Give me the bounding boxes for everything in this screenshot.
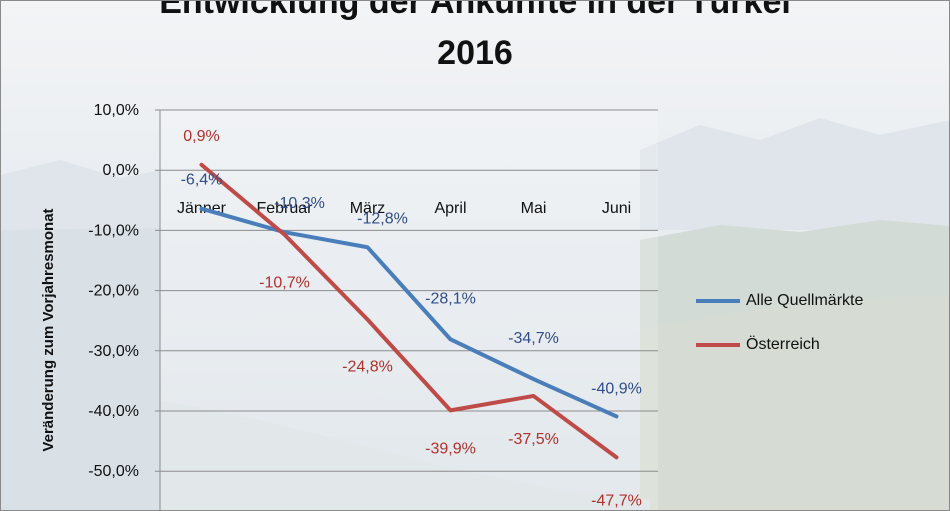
x-tick-label: März — [350, 200, 386, 217]
series-line-oesterreich — [199, 162, 619, 460]
data-label-oesterreich: 0,9% — [183, 128, 219, 145]
legend-item-alle-quellmaerkte: Alle Quellmärkte — [696, 289, 863, 313]
data-label-oesterreich: -24,8% — [342, 358, 393, 375]
data-label-oesterreich: -10,7% — [259, 275, 310, 292]
x-tick-label: Juni — [602, 200, 631, 217]
data-label-alle-quellmaerkte: -10,3% — [274, 195, 325, 212]
y-tick-label: 0,0% — [103, 162, 139, 179]
data-label-oesterreich: -39,9% — [425, 440, 476, 457]
legend-label-oesterreich: Österreich — [746, 336, 820, 353]
legend-label-alle-quellmaerkte: Alle Quellmärkte — [746, 292, 864, 309]
legend-swatch-alle-quellmaerkte — [696, 299, 740, 303]
series-line-alle-quellmaerkte — [199, 206, 619, 419]
y-tick-label: -20,0% — [88, 283, 139, 300]
plot-area — [160, 110, 658, 511]
y-tick-label: -50,0% — [88, 463, 139, 480]
data-labels: -6,4% -10,3% -12,8% -28,1% -34,7% -40,9% 0,9% -… — [181, 128, 642, 510]
data-label-alle-quellmaerkte: -6,4% — [181, 172, 223, 189]
y-tick-label: 10,0% — [94, 102, 139, 119]
chart-title-line-1: Entwicklung der Ankünfte in der Türkei — [159, 0, 791, 21]
y-tick-label: -10,0% — [88, 222, 139, 239]
y-tick-label: -40,0% — [88, 403, 139, 420]
x-tick-label: April — [434, 200, 466, 217]
x-tick-label: Februar — [256, 200, 313, 217]
chart-title-line-2: 2016 — [437, 34, 513, 72]
data-label-alle-quellmaerkte: -40,9% — [591, 380, 642, 397]
data-label-alle-quellmaerkte: -12,8% — [357, 210, 408, 227]
y-axis-tick-labels: 10,0% 0,0% -10,0% -20,0% -30,0% -40,0% -50,0% — [88, 102, 139, 480]
data-label-oesterreich: -37,5% — [508, 431, 559, 448]
series-lines — [199, 162, 619, 460]
grid-lines — [155, 109, 658, 511]
data-label-oesterreich: -47,7% — [591, 492, 642, 509]
x-tick-label: Mai — [521, 200, 547, 217]
data-label-alle-quellmaerkte: -34,7% — [508, 330, 559, 347]
legend-item-oesterreich: Österreich — [696, 333, 820, 357]
legend-swatch-oesterreich — [696, 343, 740, 347]
y-tick-label: -30,0% — [88, 343, 139, 360]
data-label-alle-quellmaerkte: -28,1% — [425, 290, 476, 307]
y-axis-label: Veränderung zum Vorjahresmonat — [40, 208, 57, 451]
